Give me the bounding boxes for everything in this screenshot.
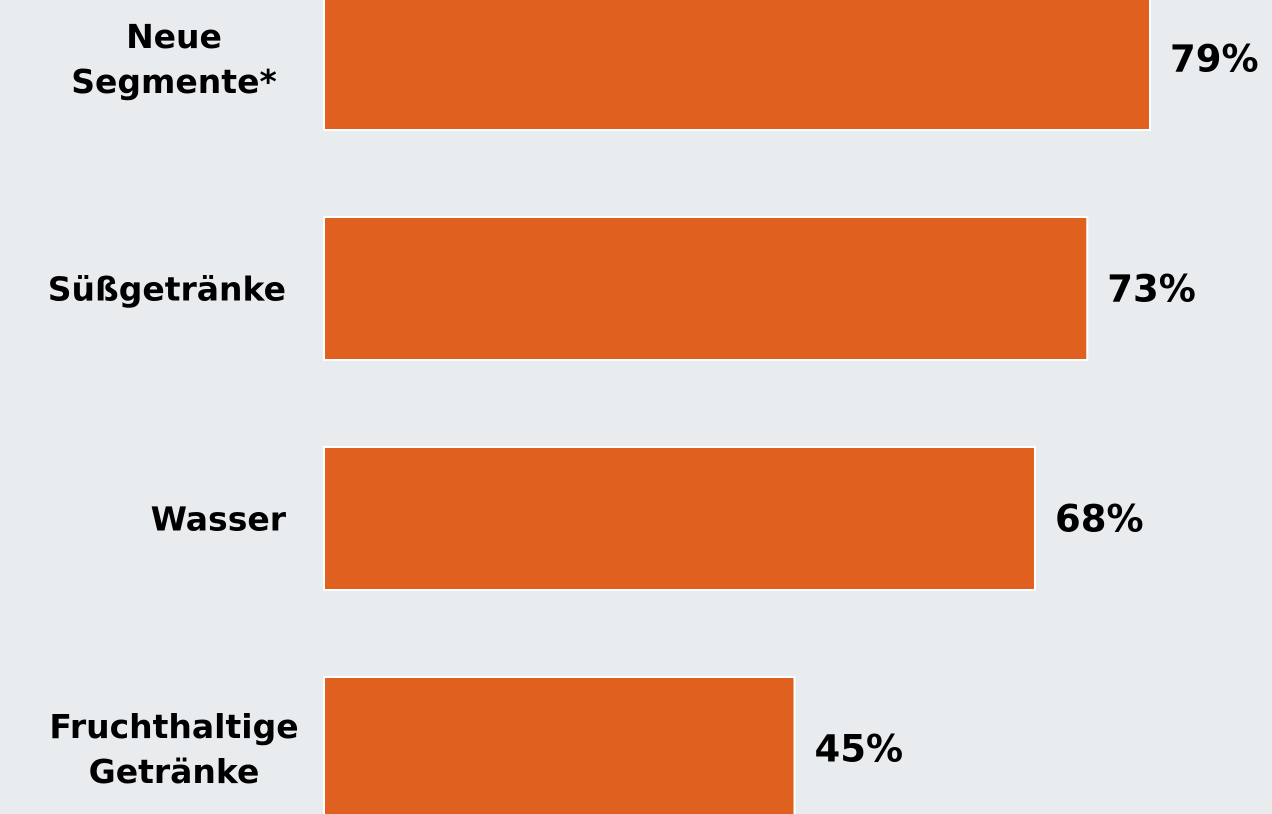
category-label-line: Neue xyxy=(126,17,222,56)
category-label: Wasser xyxy=(151,500,287,539)
bar xyxy=(323,676,796,814)
bar xyxy=(323,0,1151,131)
value-label: 73% xyxy=(1107,268,1196,311)
category-label-line: Getränke xyxy=(89,752,260,791)
category-label: Neue Segmente* xyxy=(71,17,276,101)
category-label-line: Segmente* xyxy=(71,62,276,101)
category-label: Süßgetränke xyxy=(48,270,286,309)
bar xyxy=(323,446,1036,591)
category-label-line: Süßgetränke xyxy=(48,270,286,309)
category-label-line: Fruchthaltige xyxy=(49,707,298,746)
value-label: 68% xyxy=(1055,498,1144,541)
category-label: Fruchthaltige Getränke xyxy=(49,707,298,791)
value-label: 79% xyxy=(1170,38,1259,81)
value-label: 45% xyxy=(815,728,904,771)
bar xyxy=(323,216,1089,361)
category-label-line: Wasser xyxy=(151,500,287,539)
